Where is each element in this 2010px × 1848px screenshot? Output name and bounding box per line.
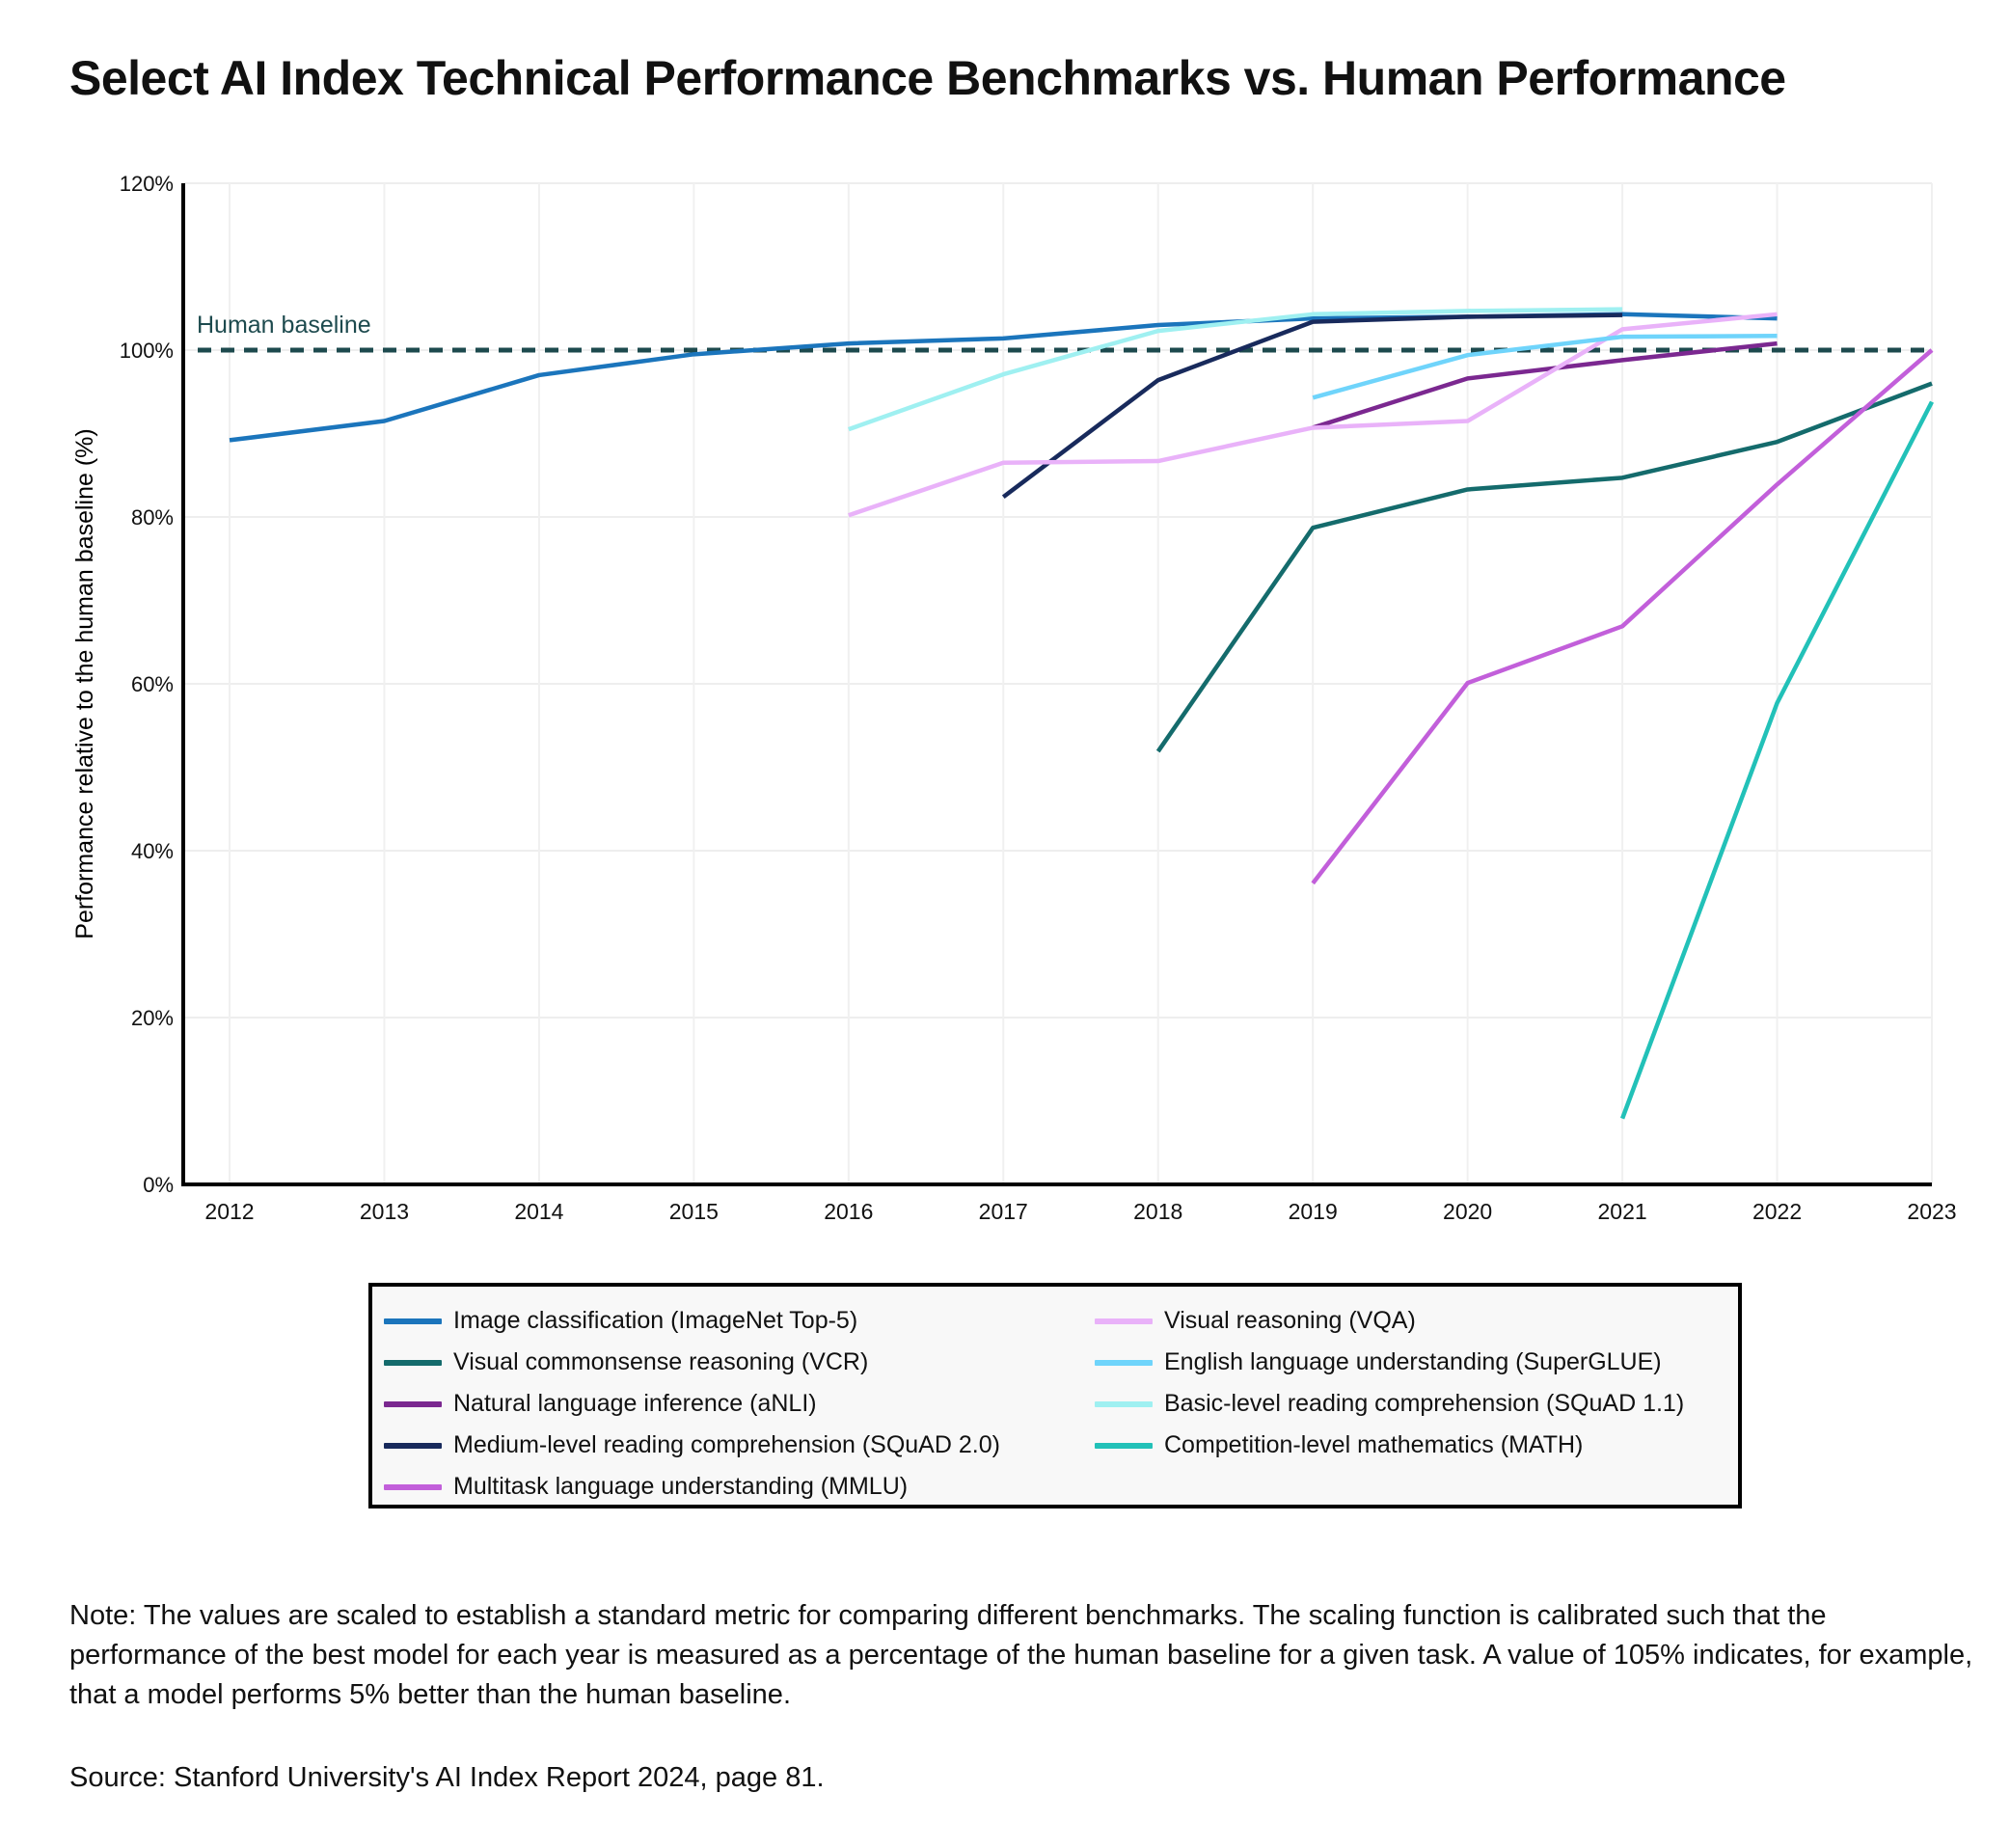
y-tick-label: 100% (120, 339, 174, 363)
series-line (1155, 381, 1933, 753)
legend-item: Competition-level mathematics (MATH) (1095, 1425, 1712, 1466)
series-line (1312, 334, 1778, 400)
legend-label: English language understanding (SuperGLU… (1164, 1348, 1662, 1375)
x-tick-label: 2013 (360, 1199, 409, 1224)
y-tick-label: 40% (131, 839, 174, 863)
chart-title: Select AI Index Technical Performance Be… (69, 51, 1786, 105)
legend-swatch (384, 1483, 442, 1490)
y-axis-label: Performance relative to the human baseli… (71, 428, 98, 938)
legend-swatch (384, 1359, 442, 1366)
y-tick-label: 0% (143, 1173, 174, 1197)
x-tick-label: 2018 (1133, 1199, 1182, 1224)
series-line (848, 307, 1623, 432)
legend-label: Natural language inference (aNLI) (453, 1390, 817, 1417)
y-axis-ticks: 0% 20% 40% 60% 80% 100% 120% (120, 172, 174, 1197)
legend-swatch (1095, 1359, 1153, 1366)
x-tick-label: 2016 (824, 1199, 873, 1224)
legend-label: Multitask language understanding (MMLU) (453, 1473, 909, 1500)
series-line (1311, 348, 1934, 885)
x-tick-label: 2022 (1752, 1199, 1802, 1224)
x-tick-label: 2019 (1289, 1199, 1338, 1224)
x-tick-label: 2012 (204, 1199, 254, 1224)
x-tick-label: 2023 (1907, 1199, 1956, 1224)
legend-item: Image classification (ImageNet Top-5) (384, 1300, 1095, 1342)
legend-swatch (384, 1318, 442, 1324)
legend-label: Medium-level reading comprehension (SQuA… (453, 1431, 1000, 1458)
x-tick-label: 2017 (979, 1199, 1028, 1224)
series-lines (229, 307, 1935, 1120)
legend-label: Visual reasoning (VQA) (1164, 1307, 1416, 1334)
legend-item: Visual reasoning (VQA) (1095, 1300, 1712, 1342)
series-line (1312, 340, 1778, 430)
series-line (1619, 400, 1935, 1120)
legend-item: Multitask language understanding (MMLU) (384, 1466, 1095, 1508)
legend-swatch (1095, 1400, 1153, 1407)
series-line (1001, 313, 1623, 500)
x-tick-label: 2015 (669, 1199, 719, 1224)
legend-label: Image classification (ImageNet Top-5) (453, 1307, 858, 1334)
y-tick-label: 80% (131, 505, 174, 530)
x-tick-label: 2014 (514, 1199, 563, 1224)
legend-item: Medium-level reading comprehension (SQuA… (384, 1425, 1095, 1466)
x-tick-label: 2020 (1443, 1199, 1492, 1224)
legend-item: Visual commonsense reasoning (VCR) (384, 1342, 1095, 1383)
legend-swatch (1095, 1318, 1153, 1324)
x-axis-ticks: 2012 2013 2014 2015 2016 2017 2018 2019 2020 2021… (204, 1199, 1956, 1224)
legend-swatch (384, 1442, 442, 1449)
legend-item: Basic-level reading comprehension (SQuAD… (1095, 1383, 1712, 1425)
series-line (848, 312, 1778, 518)
legend-label: Competition-level mathematics (MATH) (1164, 1431, 1584, 1458)
legend-label: Basic-level reading comprehension (SQuAD… (1164, 1390, 1685, 1417)
legend-label: Visual commonsense reasoning (VCR) (453, 1348, 869, 1375)
source-text: Source: Stanford University's AI Index R… (69, 1762, 825, 1793)
y-tick-label: 20% (131, 1006, 174, 1030)
legend-item: English language understanding (SuperGLU… (1095, 1342, 1712, 1383)
x-tick-label: 2021 (1598, 1199, 1647, 1224)
y-tick-label: 120% (120, 172, 174, 196)
line-chart: 0%20%40%60%80%100%120% 2012 2013 2014 2015 2… (71, 172, 1957, 1224)
legend-item: Natural language inference (aNLI) (384, 1383, 1095, 1425)
legend: Image classification (ImageNet Top-5) Vis… (368, 1283, 1742, 1508)
legend-swatch (1095, 1442, 1153, 1449)
legend-swatch (384, 1400, 442, 1407)
human-baseline-label: Human baseline (197, 312, 371, 339)
y-tick-label: 60% (131, 672, 174, 696)
note-text: Note: The values are scaled to establish… (69, 1600, 1973, 1710)
